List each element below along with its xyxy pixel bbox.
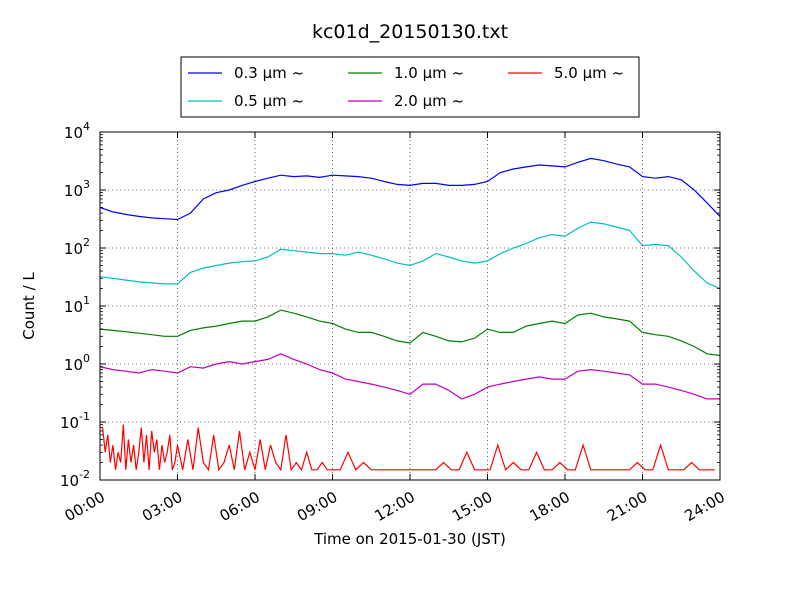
x-tick-label: 09:00 — [294, 488, 340, 525]
series-line-2 — [100, 309, 720, 357]
grid — [100, 132, 720, 480]
x-tick-label: 03:00 — [139, 488, 185, 525]
chart-title: kc01d_20150130.txt — [312, 21, 508, 43]
series-line-3 — [100, 353, 720, 400]
y-axis-label: Count / L — [20, 272, 38, 340]
y-axis-ticks: 10-2 10-1 100 101 102 103 104 — [60, 120, 720, 490]
series-line-0 — [100, 157, 720, 221]
y-tick-label: 102 — [64, 236, 90, 258]
x-tick-label: 00:00 — [62, 488, 108, 525]
legend-label-0: 0.3 μm ~ — [234, 64, 304, 82]
legend-label-2: 1.0 μm ~ — [394, 64, 464, 82]
y-tick-label: 100 — [64, 352, 90, 374]
y-tick-label: 101 — [64, 294, 90, 316]
x-tick-label: 06:00 — [217, 488, 263, 525]
x-axis-ticks: 00:00 03:00 06:00 09:00 12:00 15:00 18:00 21:00… — [62, 132, 728, 525]
legend-box — [180, 56, 640, 118]
legend-label-4: 5.0 μm ~ — [554, 64, 624, 82]
x-tick-label: 12:00 — [372, 488, 418, 525]
x-axis-label: Time on 2015-01-30 (JST) — [313, 530, 506, 548]
x-tick-label: 21:00 — [604, 488, 650, 525]
y-tick-label: 10-2 — [60, 468, 90, 490]
x-tick-label: 15:00 — [449, 488, 495, 525]
legend-label-1: 0.5 μm ~ — [234, 92, 304, 110]
legend: 0.3 μm ~ 0.5 μm ~ 1.0 μm ~ 2.0 μm ~ 5.0 μm ~ — [180, 56, 640, 118]
legend-label-3: 2.0 μm ~ — [394, 92, 464, 110]
series-line-4 — [102, 424, 715, 472]
series-layer — [100, 157, 720, 472]
y-tick-label: 103 — [64, 178, 90, 200]
y-tick-label: 104 — [64, 120, 90, 142]
x-tick-label: 24:00 — [682, 488, 728, 525]
y-tick-label: 10-1 — [60, 410, 90, 432]
x-tick-label: 18:00 — [527, 488, 573, 525]
series-line-1 — [100, 221, 720, 290]
